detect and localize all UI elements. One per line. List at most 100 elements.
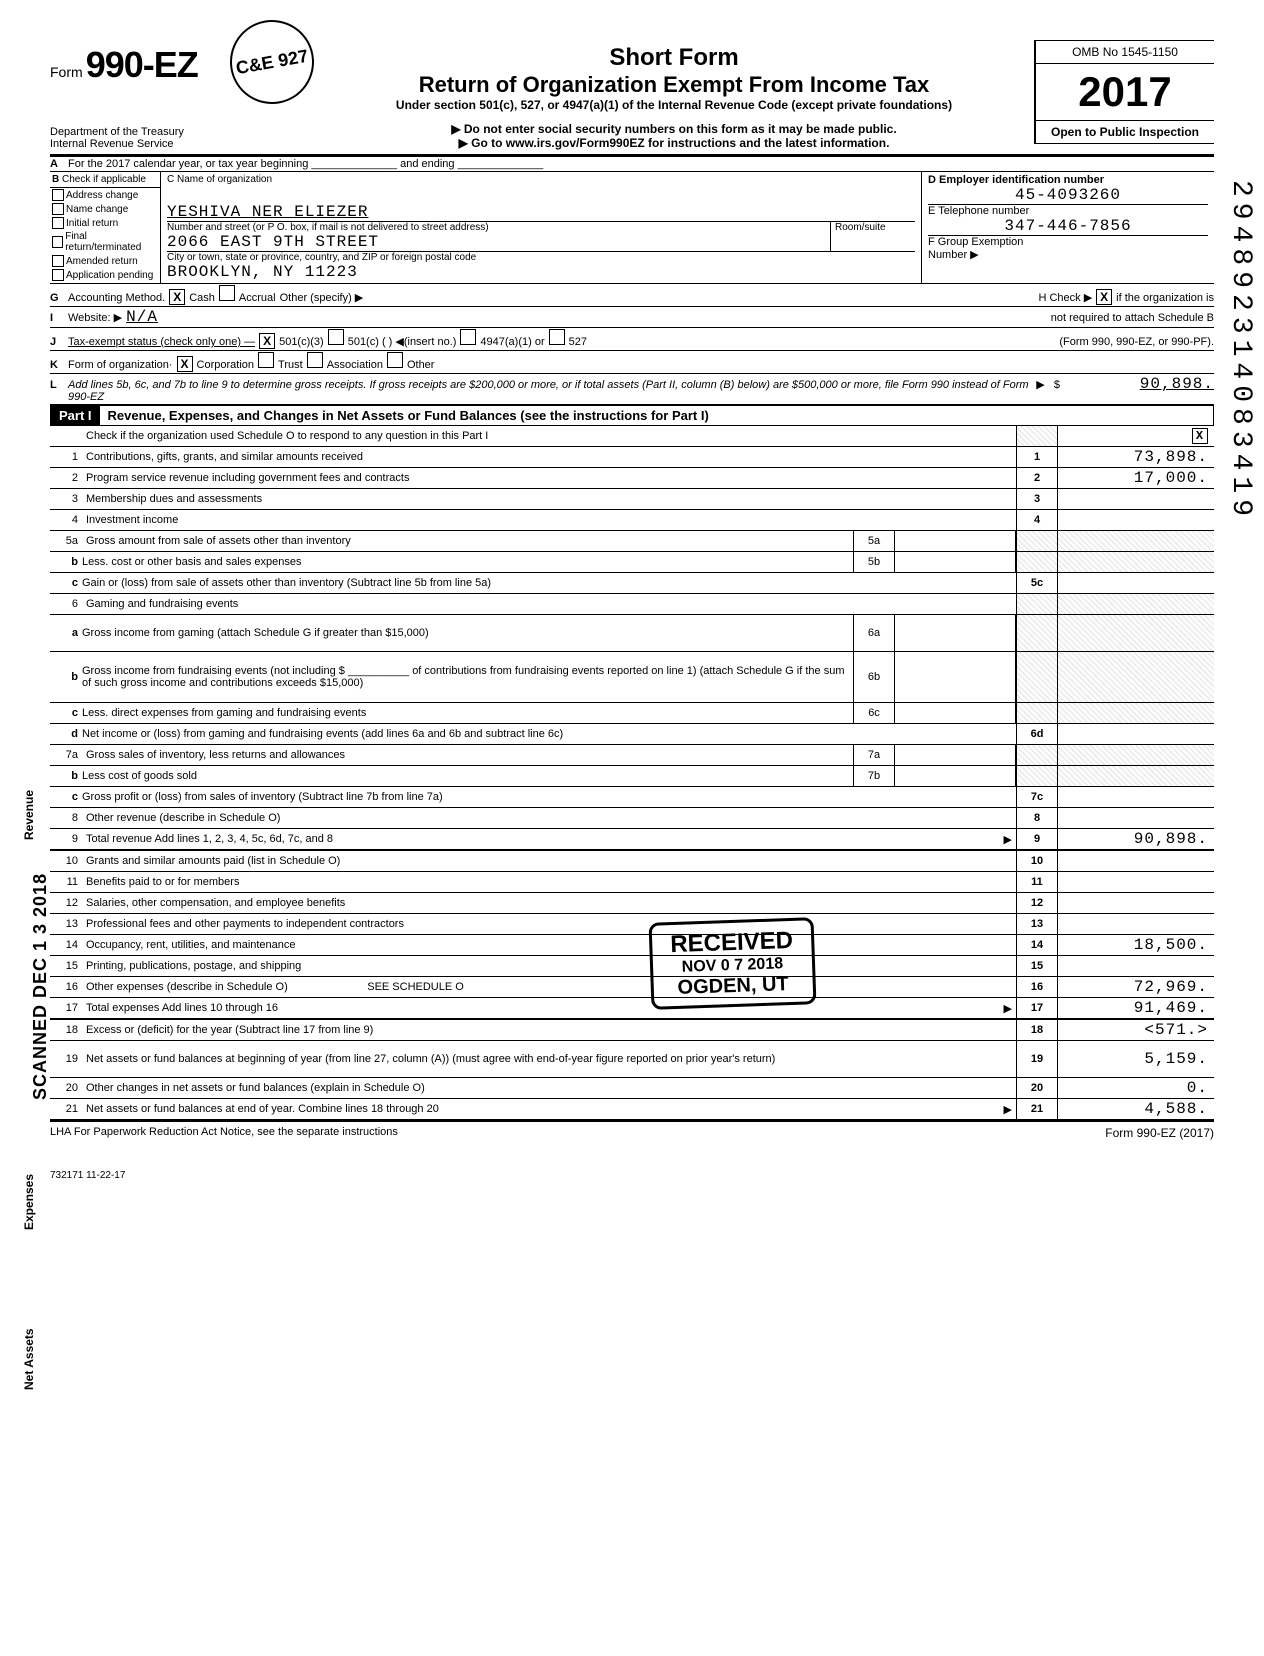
org-name: YESHIVA NER ELIEZER xyxy=(167,203,915,221)
row7b-desc: Less cost of goods sold xyxy=(82,768,853,784)
row6d-desc: Net income or (loss) from gaming and fun… xyxy=(82,726,1016,742)
row21-desc: Net assets or fund balances at end of ye… xyxy=(86,1103,439,1115)
note-url: Go to www.irs.gov/Form990EZ for instruct… xyxy=(322,136,1026,150)
form-number: 990-EZ xyxy=(86,44,198,85)
cb-other-org[interactable] xyxy=(387,352,403,368)
under-section: Under section 501(c), 527, or 4947(a)(1)… xyxy=(322,98,1026,112)
lbl-corp: Corporation xyxy=(197,359,254,371)
cb-501c[interactable] xyxy=(328,329,344,345)
row3-desc: Membership dues and assessments xyxy=(86,491,1016,507)
form-prefix: Form xyxy=(50,64,83,80)
row5a-ibox: 5a xyxy=(853,531,895,551)
row5b-desc: Less. cost or other basis and sales expe… xyxy=(82,554,853,570)
omb-number: OMB No 1545-1150 xyxy=(1034,40,1214,64)
row9-desc: Total revenue Add lines 1, 2, 3, 4, 5c, … xyxy=(86,833,333,845)
row11-box: 11 xyxy=(1016,872,1058,892)
row2-desc: Program service revenue including govern… xyxy=(86,470,1016,486)
city-value: BROOKLYN, NY 11223 xyxy=(167,263,915,281)
row12-amt xyxy=(1058,893,1214,913)
row14-amt: 18,500. xyxy=(1058,935,1214,955)
note-ssn: Do not enter social security numbers on … xyxy=(322,122,1026,136)
row8-desc: Other revenue (describe in Schedule O) xyxy=(86,810,1016,826)
row19-box: 19 xyxy=(1016,1041,1058,1077)
lbl-initial-return: Initial return xyxy=(66,218,118,229)
side-revenue: Revenue xyxy=(22,790,36,840)
i-label: Website: ▶ xyxy=(68,311,122,324)
f-label: F Group Exemption xyxy=(928,236,1023,248)
row15-num: 15 xyxy=(50,960,86,972)
street-label: Number and street (or P O. box, if mail … xyxy=(167,222,830,233)
part1-title: Revenue, Expenses, and Changes in Net As… xyxy=(100,406,717,425)
row8-amt xyxy=(1058,808,1214,828)
cb-501c3[interactable]: X xyxy=(259,333,275,349)
lbl-501c: 501(c) ( ) ◀(insert no.) xyxy=(348,335,457,348)
row13-amt xyxy=(1058,914,1214,934)
row6c-num: c xyxy=(50,707,82,719)
side-expenses: Expenses xyxy=(22,1174,36,1230)
row14-box: 14 xyxy=(1016,935,1058,955)
cb-corp[interactable]: X xyxy=(177,356,193,372)
lbl-4947: 4947(a)(1) or xyxy=(480,336,544,348)
row16-desc: Other expenses (describe in Schedule O) … xyxy=(86,979,1016,995)
row2-box: 2 xyxy=(1016,468,1058,488)
row4-amt xyxy=(1058,510,1214,530)
row17-arrow: ▶ xyxy=(1004,1002,1012,1015)
row6d-num: d xyxy=(50,728,82,740)
row4-box: 4 xyxy=(1016,510,1058,530)
row7c-amt xyxy=(1058,787,1214,807)
row11-num: 11 xyxy=(50,876,86,888)
row5c-amt xyxy=(1058,573,1214,593)
lbl-527: 527 xyxy=(569,336,587,348)
row8-num: 8 xyxy=(50,812,86,824)
cb-address-change[interactable] xyxy=(52,189,64,201)
cb-initial-return[interactable] xyxy=(52,217,64,229)
k-text: Form of organization· xyxy=(68,359,173,371)
row6b-desc: Gross income from fundraising events (no… xyxy=(82,663,853,691)
c-label: C Name of organization xyxy=(167,174,915,185)
row17-amt: 91,469. xyxy=(1058,998,1214,1018)
main-title: Return of Organization Exempt From Incom… xyxy=(322,72,1026,98)
cb-assoc[interactable] xyxy=(307,352,323,368)
page-footer: LHA For Paperwork Reduction Act Notice, … xyxy=(50,1126,1214,1140)
entity-block: B Check if applicable Address change Nam… xyxy=(50,172,1214,284)
row14-num: 14 xyxy=(50,939,86,951)
cb-trust[interactable] xyxy=(258,352,274,368)
check-if-label: Check if applicable xyxy=(62,174,146,185)
row7c-desc: Gross profit or (loss) from sales of inv… xyxy=(82,789,1016,805)
cb-final-return[interactable] xyxy=(52,236,63,248)
cb-name-change[interactable] xyxy=(52,203,64,215)
row14-desc: Occupancy, rent, utilities, and maintena… xyxy=(86,937,1016,953)
cb-4947[interactable] xyxy=(460,329,476,345)
row1-amt: 73,898. xyxy=(1058,447,1214,467)
cb-sched-o[interactable]: X xyxy=(1192,428,1208,444)
row7a-desc: Gross sales of inventory, less returns a… xyxy=(86,747,853,763)
cb-cash[interactable]: X xyxy=(169,289,185,305)
city-label: City or town, state or province, country… xyxy=(167,252,915,263)
h-note3: (Form 990, 990-EZ, or 990-PF). xyxy=(1059,336,1214,348)
cb-527[interactable] xyxy=(549,329,565,345)
cb-schedule-b[interactable]: X xyxy=(1096,289,1112,305)
row1-desc: Contributions, gifts, grants, and simila… xyxy=(86,449,1016,465)
cb-application-pending[interactable] xyxy=(52,269,64,281)
row12-desc: Salaries, other compensation, and employ… xyxy=(86,895,1016,911)
h-note2: not required to attach Schedule B xyxy=(1051,312,1214,324)
row21-box: 21 xyxy=(1016,1099,1058,1119)
row7a-ibox: 7a xyxy=(853,745,895,765)
dept-treasury: Department of the Treasury xyxy=(50,126,230,138)
row7a-num: 7a xyxy=(50,749,86,761)
row6-desc: Gaming and fundraising events xyxy=(86,596,1016,612)
row17-num: 17 xyxy=(50,1002,86,1014)
cb-amended-return[interactable] xyxy=(52,255,64,267)
lbl-final-return: Final return/terminated xyxy=(65,231,158,253)
cb-accrual[interactable] xyxy=(219,285,235,301)
row5c-desc: Gain or (loss) from sale of assets other… xyxy=(82,575,1016,591)
g-text: Accounting Method. xyxy=(68,292,165,304)
row1-box: 1 xyxy=(1016,447,1058,467)
row12-num: 12 xyxy=(50,897,86,909)
row5b-num: b xyxy=(50,556,82,568)
row20-box: 20 xyxy=(1016,1078,1058,1098)
row19-desc: Net assets or fund balances at beginning… xyxy=(86,1051,1016,1067)
row6d-amt xyxy=(1058,724,1214,744)
lbl-trust: Trust xyxy=(278,359,303,371)
row2-amt: 17,000. xyxy=(1058,468,1214,488)
